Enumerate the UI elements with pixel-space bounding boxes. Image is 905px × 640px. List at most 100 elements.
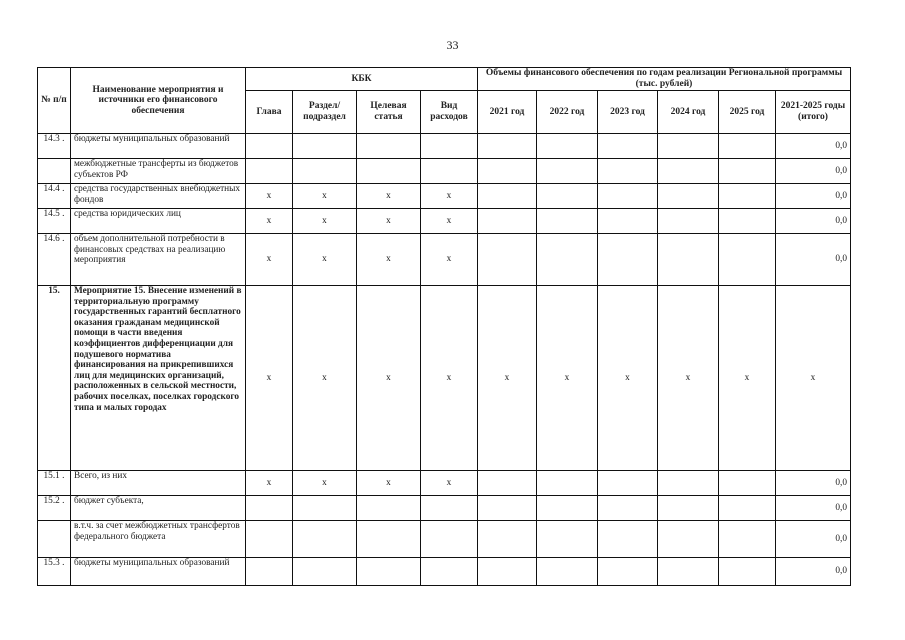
year-cell: 0,0: [775, 520, 851, 558]
year-cell: [718, 495, 776, 521]
header-year-col: 2023 год: [597, 90, 658, 134]
year-cell: х: [477, 285, 537, 471]
year-cell: [536, 557, 598, 586]
row-number: 15.: [37, 285, 71, 471]
year-cell: 0,0: [775, 133, 851, 159]
year-cell: [536, 158, 598, 184]
kbk-cell: [420, 158, 478, 184]
row-number: 14.4 .: [37, 183, 71, 209]
year-cell: [477, 233, 537, 286]
header-year-col: 2021-2025 годы (итого): [775, 90, 851, 134]
kbk-cell: х: [356, 183, 421, 209]
year-cell: [597, 183, 658, 209]
year-cell: [597, 520, 658, 558]
page-number: 33: [446, 38, 459, 52]
row-name: Всего, из них: [70, 470, 246, 496]
kbk-cell: [356, 520, 421, 558]
table-row: 15.3 . бюджеты муниципальных образований 0…: [37, 557, 851, 586]
year-cell: [597, 495, 658, 521]
year-cell: [597, 557, 658, 586]
row-name: в.т.ч. за счет межбюджетных трансфертов …: [70, 520, 246, 558]
kbk-cell: [420, 520, 478, 558]
year-cell: [718, 470, 776, 496]
kbk-cell: [420, 495, 478, 521]
year-cell: [718, 183, 776, 209]
row-number: 15.1 .: [37, 470, 71, 496]
year-cell: [477, 495, 537, 521]
kbk-cell: х: [245, 208, 293, 234]
year-cell: х: [718, 285, 776, 471]
kbk-cell: х: [245, 183, 293, 209]
kbk-cell: [245, 158, 293, 184]
year-cell: [718, 208, 776, 234]
year-cell: х: [536, 285, 598, 471]
row-number: [37, 520, 71, 558]
year-cell: [657, 233, 719, 286]
row-name: межбюджетные трансферты из бюджетов субъ…: [70, 158, 246, 184]
year-cell: [657, 183, 719, 209]
year-cell: х: [657, 285, 719, 471]
kbk-cell: х: [245, 285, 293, 471]
header-num: № п/п: [37, 67, 71, 134]
kbk-cell: х: [292, 470, 357, 496]
kbk-cell: х: [292, 285, 357, 471]
row-number: 14.3 .: [37, 133, 71, 159]
kbk-cell: х: [292, 233, 357, 286]
kbk-cell: [292, 158, 357, 184]
year-cell: х: [597, 285, 658, 471]
kbk-cell: [356, 557, 421, 586]
kbk-cell: [245, 557, 293, 586]
kbk-cell: х: [356, 285, 421, 471]
header-year-col: 2022 год: [536, 90, 598, 134]
kbk-cell: х: [356, 470, 421, 496]
row-name: бюджеты муниципальных образований: [70, 557, 246, 586]
year-cell: [477, 557, 537, 586]
kbk-cell: х: [420, 183, 478, 209]
table-row: межбюджетные трансферты из бюджетов субъ…: [37, 158, 851, 184]
header-kbk-col: Раздел/ подраздел: [292, 90, 357, 134]
kbk-cell: [245, 495, 293, 521]
kbk-cell: х: [420, 285, 478, 471]
year-cell: 0,0: [775, 183, 851, 209]
year-cell: [477, 470, 537, 496]
header-kbk-col: Глава: [245, 90, 293, 134]
table-row: 15.2 . бюджет субъекта, 0,0: [37, 495, 851, 521]
year-cell: [657, 133, 719, 159]
header-name: Наименование мероприятия и источники его…: [70, 67, 246, 134]
year-cell: [597, 233, 658, 286]
kbk-cell: х: [292, 183, 357, 209]
kbk-cell: х: [420, 470, 478, 496]
year-cell: [718, 557, 776, 586]
kbk-cell: х: [356, 233, 421, 286]
kbk-cell: [292, 557, 357, 586]
year-cell: [718, 158, 776, 184]
table-row: 14.4 . средства государственных внебюджет…: [37, 183, 851, 209]
funding-table: № п/п Наименование мероприятия и источни…: [37, 67, 851, 586]
year-cell: [536, 495, 598, 521]
kbk-cell: [292, 133, 357, 159]
year-cell: [477, 183, 537, 209]
kbk-cell: [356, 495, 421, 521]
header-kbk-col: Вид расходов: [420, 90, 478, 134]
year-cell: [536, 208, 598, 234]
year-cell: 0,0: [775, 557, 851, 586]
year-cell: [597, 158, 658, 184]
kbk-cell: [420, 133, 478, 159]
kbk-cell: [356, 133, 421, 159]
table-row: 15. Мероприятие 15. Внесение изменений в …: [37, 285, 851, 471]
year-cell: 0,0: [775, 208, 851, 234]
year-cell: [536, 520, 598, 558]
year-cell: [477, 133, 537, 159]
kbk-cell: х: [292, 208, 357, 234]
kbk-cell: х: [245, 233, 293, 286]
kbk-cell: х: [420, 233, 478, 286]
year-cell: [477, 520, 537, 558]
year-cell: [657, 158, 719, 184]
header-funding: Объемы финансового обеспечения по годам …: [477, 67, 851, 91]
header-year-col: 2025 год: [718, 90, 776, 134]
year-cell: [718, 133, 776, 159]
year-cell: [657, 495, 719, 521]
kbk-cell: [245, 133, 293, 159]
year-cell: 0,0: [775, 495, 851, 521]
kbk-cell: [356, 158, 421, 184]
